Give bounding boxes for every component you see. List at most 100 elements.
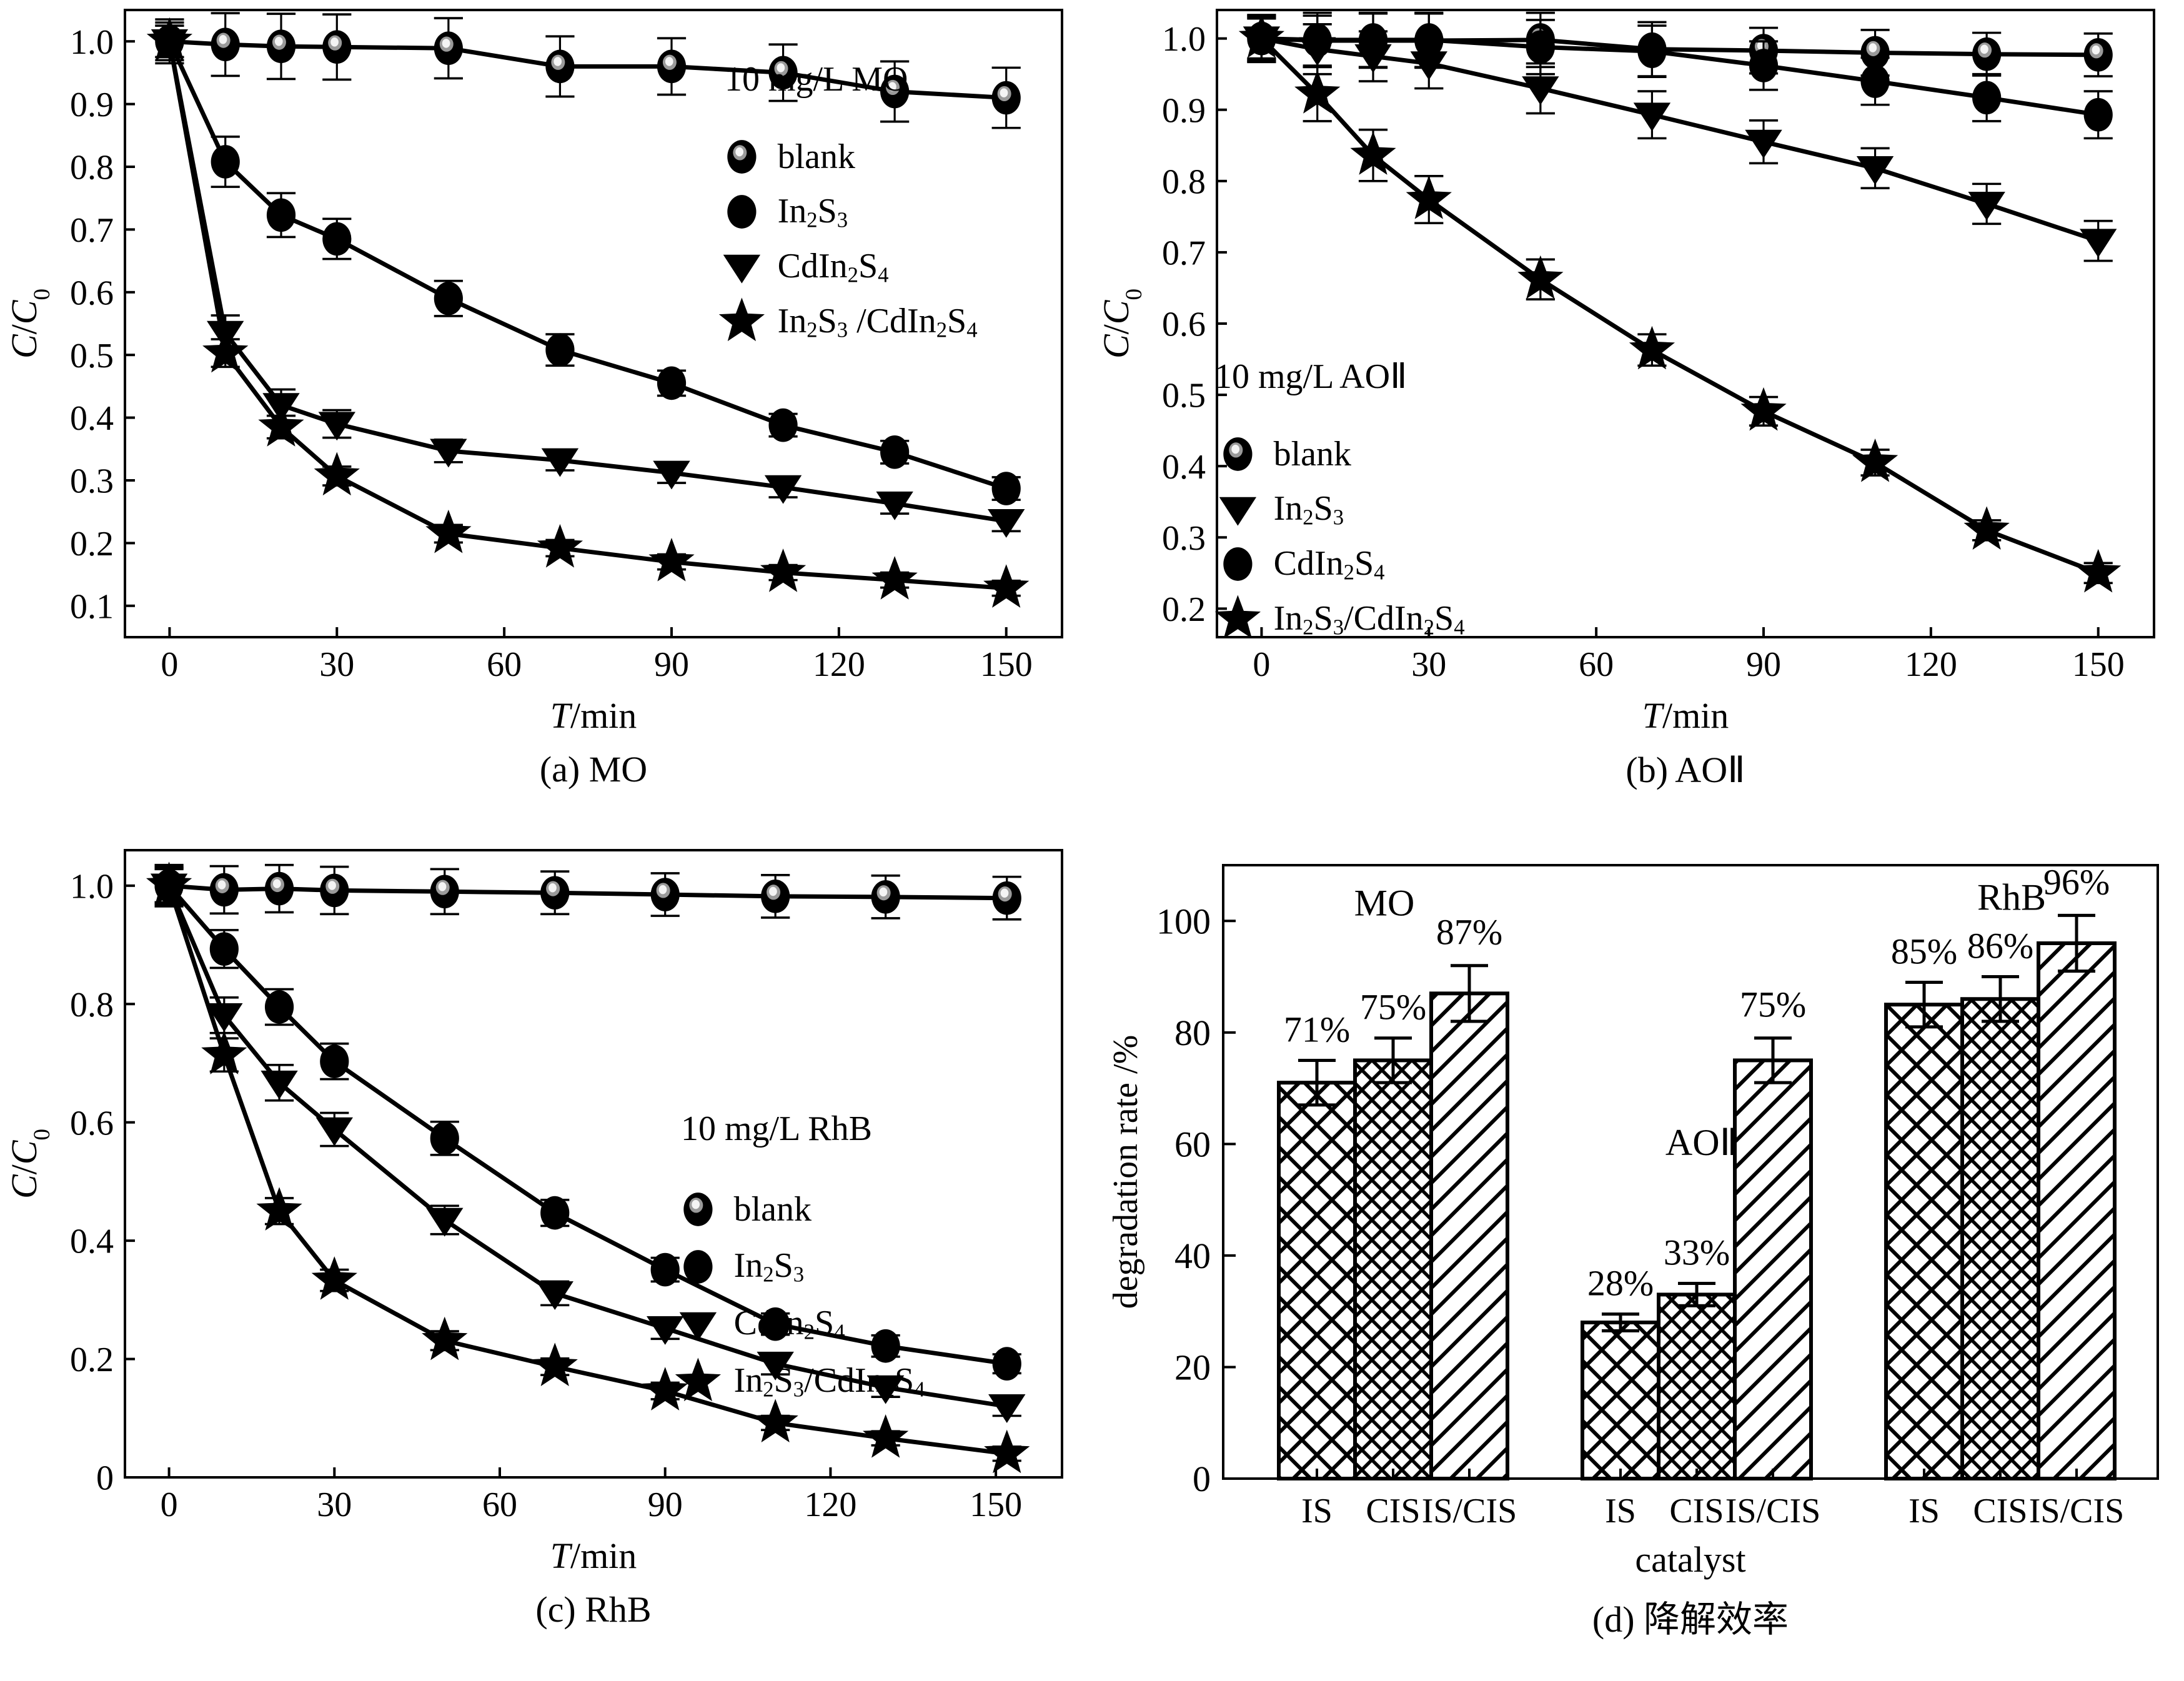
y-tick-label: 0.8 [70,149,114,187]
data-point [1856,156,1894,185]
data-point [434,282,463,315]
panel-c: 0 30 60 90 120 150 0 0.2 0.4 0.6 0.8 1.0 C/C0 10 mg/L… [0,840,1087,1677]
panel-a-x-axis-label: T/min [125,695,1062,736]
y-tick-label: 20 [1174,1347,1211,1387]
data-point [657,49,687,84]
data-point [1303,23,1332,57]
data-point [537,523,583,568]
x-tick-label: 120 [804,1485,856,1524]
y-tick-label: 0.8 [70,986,114,1024]
concentration-annotation: 10 mg/L AOⅡ [1214,357,1407,396]
svg-text:C/C0: C/C0 [4,289,55,359]
y-tick-label: 0.5 [70,337,114,375]
legend-label: blank [777,137,856,177]
error-bar [1905,980,1943,1029]
bar-value-label: 85% [1891,931,1957,971]
x-tick-label: 90 [1746,645,1781,684]
x-tick-label: IS/CIS [1725,1492,1821,1530]
bar: 85% [1884,931,1964,1480]
data-point [545,333,575,367]
legend-item: In2S3/CdIn2S4 [675,1353,925,1411]
y-tick-label: 0.9 [1162,91,1206,130]
x-tick-label: 150 [980,645,1033,684]
x-axis-ticks: 0 30 60 90 120 150 [1253,627,2125,684]
legend-label: In2S3 [1273,489,1344,530]
y-tick-label: 80 [1174,1013,1211,1053]
panel-c-svg: 0 30 60 90 120 150 0 0.2 0.4 0.6 0.8 1.0 C/C0 [4,849,1063,1524]
y-axis-ticks: 0 20 40 60 80 100 [1156,901,1236,1499]
data-point [2083,38,2113,72]
data-point [1972,37,2002,71]
legend-marker-icon [683,1192,713,1226]
y-tick-label: 1.0 [1162,20,1206,59]
data-point [752,1399,798,1443]
data-point [2075,548,2122,593]
y-tick-label: 0.8 [1162,162,1206,201]
x-tick-label: 0 [161,645,178,684]
data-point [1517,255,1564,299]
series-In2S3 [155,21,1021,505]
legend-marker-circle [718,184,765,239]
legend-item: blank [718,129,978,184]
y-tick-label: 0.1 [70,587,114,626]
y-tick-label: 0.5 [1162,377,1206,415]
data-point [761,880,790,913]
x-tick-label: 60 [487,645,522,684]
x-tick-label: IS [1909,1492,1940,1530]
plot-frame [124,849,1063,1479]
data-point [1637,34,1667,69]
data-point [871,1329,900,1363]
error-bar [1374,1036,1412,1084]
data-point [991,81,1021,115]
x-tick-label: IS/CIS [2029,1492,2125,1530]
panel-b-svg: 0 30 60 90 120 150 0.2 0.3 0.4 0.5 0.6 0.7 0.8 0.9 1.0… [1096,9,2155,684]
x-label-symbol: T [550,1535,570,1576]
error-bar [1678,1282,1715,1307]
y-tick-label: 0.7 [1162,234,1206,273]
x-tick-label: 150 [2072,645,2125,684]
y-axis-label: C/C0 [4,289,55,359]
legend-marker-icon [1223,547,1253,582]
legend-label: In2S3/CdIn2S4 [733,1361,925,1402]
data-point [2083,97,2113,132]
data-point [1526,30,1555,64]
x-axis-ticks: 0 30 60 90 120 150 [161,1467,1022,1524]
legend-marker-sphere [675,1181,722,1238]
y-tick-label: 0.6 [70,274,114,312]
data-point [422,1316,468,1361]
legend-label: In2S3 [777,192,848,232]
data-point [1745,129,1782,159]
legend-label: CdIn2S4 [1273,544,1385,585]
legend-marker-sphere [1214,427,1261,482]
data-point [1852,438,1899,482]
data-point [211,27,240,62]
data-point [536,1281,573,1311]
data-point [650,878,680,911]
legend-marker-star [1214,592,1261,647]
legend-marker-triangle-down [718,239,765,294]
data-point [540,876,570,910]
y-tick-label: 0 [1193,1459,1211,1499]
data-point [1238,14,1285,58]
data-point [318,412,355,441]
legend-marker-icon [1219,497,1257,526]
legend-label: blank [1273,435,1352,474]
data-point [988,508,1025,538]
y-tick-label: 0.7 [70,211,114,250]
data-point [1972,81,2002,115]
bar: 75% [1733,984,1813,1481]
legend-item: In2S3 [675,1238,925,1296]
panel-a-legend: 10 mg/L MO blank In2S3 CdIn2S4 In2S3 /CdIn2S… [718,59,978,349]
data-point [311,1256,357,1300]
legend-marker-triangle-down [1214,482,1261,537]
panel-c-caption: (c) RhB [535,1589,652,1630]
data-point [322,30,352,64]
data-point [320,1044,349,1078]
y-tick-label: 0.6 [1162,305,1206,344]
y-tick-label: 0.9 [70,86,114,124]
bar: 28% [1581,1263,1660,1481]
x-tick-label: IS [1301,1492,1333,1530]
group-labels: MO AOⅡ RhB [1354,876,2046,1163]
series-In2S3/CdIn2S4 [146,17,1030,608]
